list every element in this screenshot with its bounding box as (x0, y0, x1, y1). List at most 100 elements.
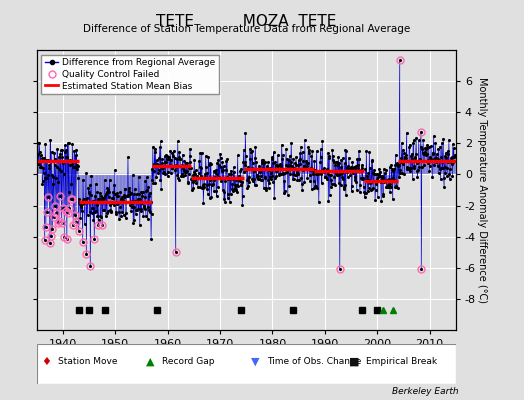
Point (405, 144, 413, 150)
Point (350, 167, 358, 174)
Point (411, 155, 419, 161)
Point (115, 208, 123, 215)
Point (141, 178, 149, 184)
Point (257, 172, 265, 179)
Point (366, 179, 374, 186)
Point (47, 158, 55, 164)
Point (438, 140, 446, 146)
Point (101, 193, 110, 199)
Point (84, 190, 93, 196)
Point (264, 176, 272, 183)
Point (308, 148, 316, 154)
Point (381, 178, 390, 184)
Point (274, 163, 282, 169)
Point (400, 150, 408, 156)
Point (424, 144, 433, 150)
Point (217, 178, 225, 184)
Point (286, 171, 294, 177)
Point (62, 146, 70, 153)
Point (277, 162, 286, 169)
Point (401, 152, 410, 159)
Point (384, 182, 392, 188)
Point (349, 170, 357, 176)
Point (379, 193, 387, 200)
Point (188, 187, 196, 193)
Point (89, 204, 97, 211)
Point (163, 172, 172, 179)
Point (309, 171, 318, 177)
Point (396, 167, 405, 173)
Point (314, 199, 323, 205)
Point (134, 196, 142, 202)
Point (106, 207, 115, 214)
Point (390, 166, 399, 172)
Point (63, 236, 71, 242)
Point (372, 179, 380, 186)
Point (259, 165, 267, 171)
Point (129, 190, 138, 197)
Point (39, 164, 48, 171)
Point (356, 175, 365, 181)
Point (398, 140, 406, 146)
Point (117, 213, 125, 220)
Point (38, 155, 46, 162)
Point (303, 175, 312, 182)
Point (304, 144, 312, 150)
Point (57, 168, 66, 174)
Point (40, 237, 49, 244)
Point (270, 195, 278, 201)
Point (314, 170, 322, 177)
Point (304, 160, 312, 167)
Point (227, 167, 235, 174)
Point (407, 152, 415, 159)
Point (434, 146, 443, 152)
Point (406, 142, 414, 148)
Point (73, 162, 82, 168)
Point (290, 165, 299, 171)
Point (389, 168, 398, 174)
Point (330, 174, 339, 180)
Point (84, 185, 92, 192)
Point (162, 159, 171, 166)
Point (163, 155, 171, 162)
Point (438, 159, 446, 165)
Point (94, 222, 103, 228)
Point (426, 163, 434, 169)
Point (266, 165, 275, 172)
Point (102, 210, 111, 216)
Point (254, 165, 263, 172)
Point (414, 158, 422, 165)
Point (36, 164, 45, 170)
Point (165, 156, 173, 162)
Point (97, 195, 106, 202)
Point (283, 156, 291, 162)
Point (367, 186, 375, 193)
Text: Station Move: Station Move (58, 358, 117, 366)
Point (139, 212, 147, 219)
Point (418, 146, 427, 152)
Point (67, 181, 75, 188)
Point (408, 156, 417, 162)
Point (395, 174, 403, 180)
Point (131, 186, 139, 192)
Point (335, 180, 343, 186)
Point (67, 196, 75, 203)
Point (278, 142, 286, 148)
Point (71, 152, 80, 158)
Point (231, 184, 239, 191)
Point (359, 184, 368, 190)
Point (139, 188, 147, 195)
Point (128, 172, 137, 178)
Point (351, 176, 359, 183)
Point (311, 182, 320, 189)
Point (138, 192, 147, 199)
Point (90, 236, 99, 242)
Point (194, 175, 202, 181)
Point (197, 173, 205, 179)
Point (185, 165, 193, 172)
Point (107, 208, 116, 214)
Point (37, 164, 45, 170)
Point (409, 140, 417, 146)
Point (387, 161, 396, 168)
Point (146, 190, 154, 196)
